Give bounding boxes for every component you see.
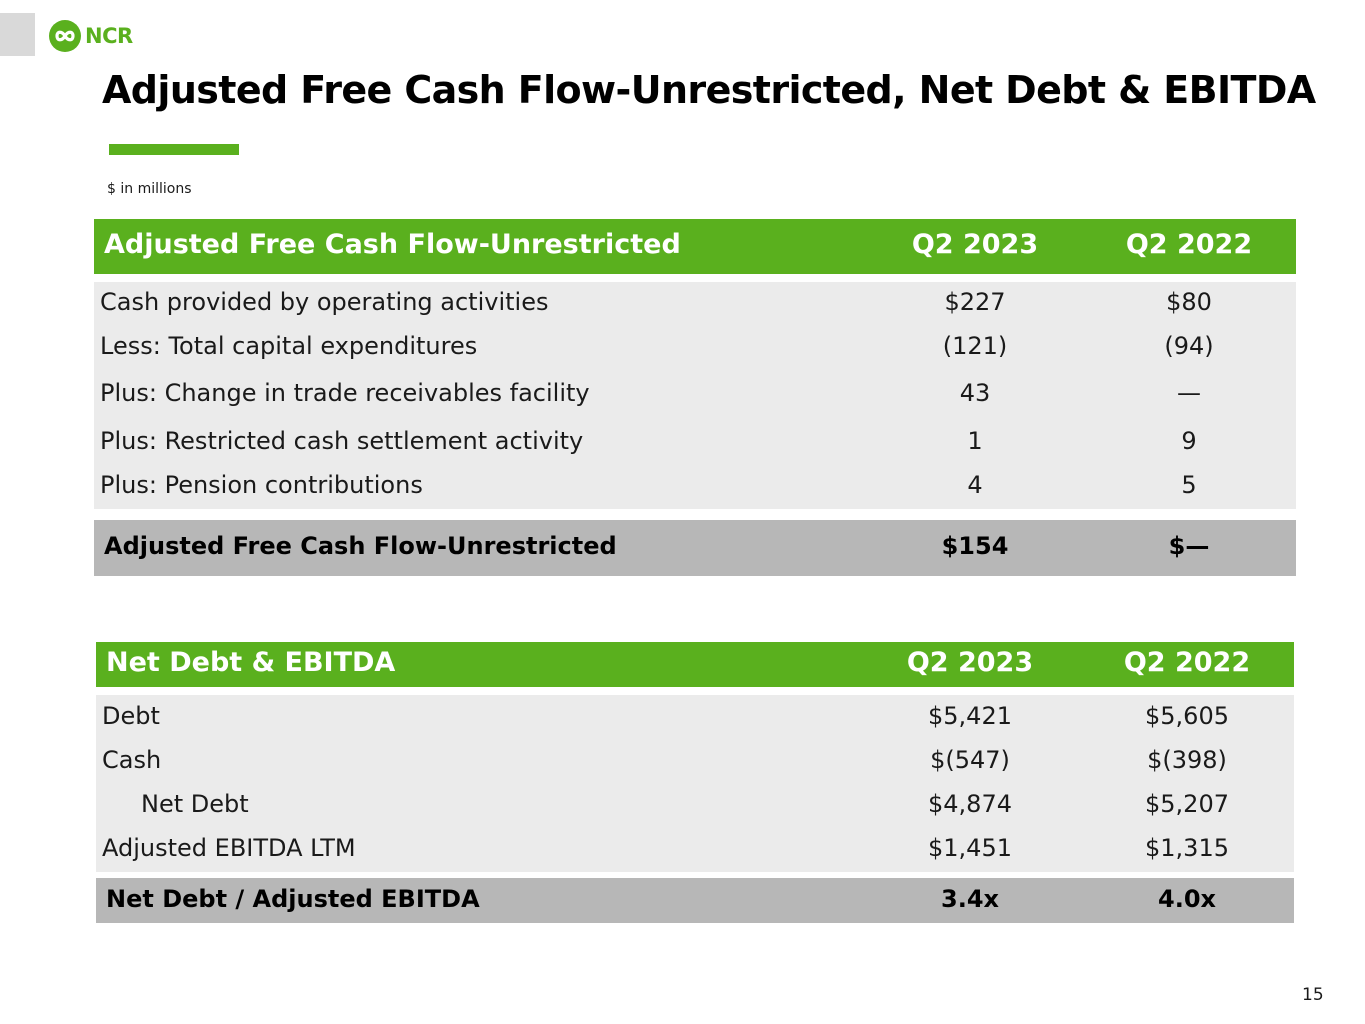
page-number: 15 bbox=[1302, 985, 1324, 1005]
row-value-q2-2023: $227 bbox=[944, 288, 1006, 316]
row-value-q2-2023: $5,421 bbox=[928, 702, 1012, 730]
row-value-q2-2022: 9 bbox=[1181, 427, 1197, 455]
ncr-infinity-icon bbox=[49, 20, 81, 52]
table-body: Cash provided by operating activities $2… bbox=[94, 282, 1296, 509]
row-label: Plus: Change in trade receivables facili… bbox=[100, 379, 590, 407]
row-label: Adjusted EBITDA LTM bbox=[102, 834, 356, 862]
header-col-q2-2023: Q2 2023 bbox=[911, 229, 1039, 260]
header-col-q2-2022: Q2 2022 bbox=[1125, 229, 1253, 260]
row-label: Plus: Restricted cash settlement activit… bbox=[100, 427, 584, 455]
row-value-q2-2022: $5,605 bbox=[1145, 702, 1229, 730]
logo-text: NCR bbox=[85, 24, 133, 48]
row-label: Debt bbox=[102, 702, 160, 730]
row-value-q2-2022: $5,207 bbox=[1145, 790, 1229, 818]
table-body: Debt $5,421 $5,605 Cash $(547) $(398) Ne… bbox=[96, 695, 1294, 872]
ncr-logo: NCR bbox=[47, 19, 133, 53]
row-label: Net Debt bbox=[141, 790, 249, 818]
header-col-q2-2023: Q2 2023 bbox=[906, 647, 1034, 678]
row-value-q2-2022: $80 bbox=[1166, 288, 1212, 316]
net-debt-table: Net Debt & EBITDA Q2 2023 Q2 2022 Debt $… bbox=[96, 642, 1294, 923]
total-value-q2-2023: 3.4x bbox=[941, 885, 999, 913]
table-total-row: Net Debt / Adjusted EBITDA 3.4x 4.0x bbox=[96, 878, 1294, 923]
header-col-q2-2022: Q2 2022 bbox=[1123, 647, 1251, 678]
row-value-q2-2023: $4,874 bbox=[928, 790, 1012, 818]
title-accent-rule bbox=[109, 144, 239, 155]
row-label: Less: Total capital expenditures bbox=[100, 332, 478, 360]
row-value-q2-2023: 1 bbox=[967, 427, 983, 455]
total-value-q2-2023: $154 bbox=[941, 532, 1009, 560]
total-value-q2-2022: 4.0x bbox=[1158, 885, 1216, 913]
total-label: Net Debt / Adjusted EBITDA bbox=[106, 885, 480, 913]
row-value-q2-2023: 43 bbox=[959, 379, 991, 407]
row-value-q2-2023: 4 bbox=[967, 471, 983, 499]
fcf-table: Adjusted Free Cash Flow-Unrestricted Q2 … bbox=[94, 219, 1296, 576]
row-label: Cash bbox=[102, 746, 162, 774]
table-total-row: Adjusted Free Cash Flow-Unrestricted $15… bbox=[94, 520, 1296, 576]
row-value-q2-2023: (121) bbox=[942, 332, 1008, 360]
row-value-q2-2023: $1,451 bbox=[928, 834, 1012, 862]
table-header: Adjusted Free Cash Flow-Unrestricted Q2 … bbox=[94, 219, 1296, 274]
row-value-q2-2022: $1,315 bbox=[1145, 834, 1229, 862]
units-note: $ in millions bbox=[107, 181, 192, 197]
corner-tab bbox=[0, 13, 35, 56]
total-label: Adjusted Free Cash Flow-Unrestricted bbox=[104, 532, 617, 560]
row-label: Plus: Pension contributions bbox=[100, 471, 423, 499]
row-value-q2-2022: — bbox=[1177, 379, 1201, 407]
total-value-q2-2022: $— bbox=[1168, 532, 1210, 560]
row-label: Cash provided by operating activities bbox=[100, 288, 549, 316]
header-label: Adjusted Free Cash Flow-Unrestricted bbox=[104, 229, 681, 260]
header-label: Net Debt & EBITDA bbox=[106, 647, 396, 678]
row-value-q2-2022: 5 bbox=[1181, 471, 1197, 499]
table-header: Net Debt & EBITDA Q2 2023 Q2 2022 bbox=[96, 642, 1294, 687]
row-value-q2-2023: $(547) bbox=[930, 746, 1010, 774]
row-value-q2-2022: (94) bbox=[1164, 332, 1214, 360]
page-title: Adjusted Free Cash Flow-Unrestricted, Ne… bbox=[102, 68, 1316, 112]
row-value-q2-2022: $(398) bbox=[1147, 746, 1227, 774]
